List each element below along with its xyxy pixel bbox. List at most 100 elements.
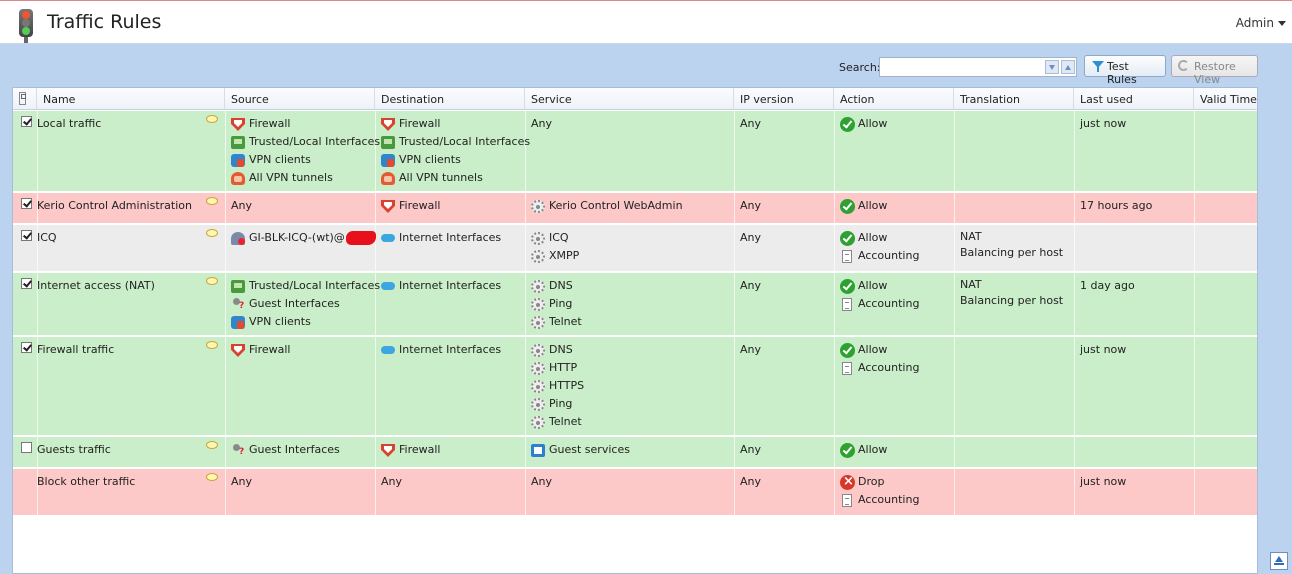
comment-icon[interactable] [206, 197, 218, 205]
table-row[interactable]: Guests traffic Guest Interfaces Firewall Gu… [13, 437, 1257, 468]
allow-icon [840, 199, 855, 214]
source-cell-text: Firewall [249, 117, 291, 130]
source-cell: Any [231, 197, 252, 215]
select-column-header[interactable] [13, 88, 37, 110]
service-cell-item: Telnet [531, 413, 584, 431]
rule-name: Internet access (NAT) [37, 279, 155, 292]
gear-icon [531, 398, 545, 411]
service-cell-item: Any [531, 473, 552, 491]
drop-icon [840, 474, 855, 490]
comment-icon[interactable] [206, 229, 218, 237]
shield-icon [381, 444, 395, 457]
network-icon [231, 280, 245, 293]
source-cell-item: Trusted/Local Interfaces [231, 277, 380, 295]
translation-text: NAT [960, 230, 982, 243]
source-cell-text: Trusted/Local Interfaces [249, 135, 381, 148]
last-used-cell: 17 hours ago [1080, 199, 1153, 212]
destination-cell: Firewall [381, 441, 440, 459]
destination-cell: Firewall [381, 197, 440, 215]
table-row[interactable]: Block other traffic Any Any Any Any Drop Accou… [13, 469, 1257, 516]
comment-icon[interactable] [206, 115, 218, 123]
column-header-action[interactable]: Action [834, 88, 954, 110]
destination-cell-text: Firewall [399, 199, 441, 212]
comment-icon[interactable] [206, 473, 218, 481]
rule-enabled-checkbox[interactable] [21, 198, 32, 209]
rule-enabled-checkbox[interactable] [21, 442, 32, 453]
action-cell-item: Allow [840, 277, 919, 295]
comment-icon[interactable] [206, 341, 218, 349]
table-row[interactable]: Kerio Control Administration Any Firewall K… [13, 193, 1257, 224]
test-rules-button[interactable]: Test Rules [1084, 55, 1166, 86]
rule-name: Block other traffic [37, 475, 136, 488]
column-header-last-used[interactable]: Last used [1074, 88, 1194, 110]
table-row[interactable]: Local traffic Firewall Trusted/Local Inter… [13, 111, 1257, 192]
service-cell-text: Telnet [549, 315, 582, 328]
destination-cell: Firewall Trusted/Local Interfaces VPN clie… [381, 115, 530, 187]
action-cell: Allow Accounting [840, 341, 919, 377]
action-cell-text: Allow [858, 443, 888, 456]
action-cell-item: Accounting [840, 247, 919, 265]
service-cell-item: DNS [531, 341, 584, 359]
table-row[interactable]: Firewall traffic Firewall Internet Interfa… [13, 337, 1257, 436]
destination-cell: Any [381, 473, 402, 491]
grid-header: Name Source Destination Service IP versi… [13, 88, 1257, 110]
search-input[interactable] [882, 59, 1042, 75]
service-cell-text: Ping [549, 397, 573, 410]
action-cell-item: Allow [840, 115, 887, 133]
ip-version-cell: Any [740, 443, 762, 456]
service-cell-item: HTTP [531, 359, 584, 377]
action-cell-text: Accounting [858, 493, 920, 506]
service-cell: DNS HTTP HTTPS Ping Telnet [531, 341, 584, 431]
refresh-icon [1178, 60, 1189, 71]
column-header-source[interactable]: Source [225, 88, 375, 110]
search-next-button[interactable] [1045, 60, 1059, 74]
table-row[interactable]: Internet access (NAT) Trusted/Local Inter… [13, 273, 1257, 336]
service-cell: ICQ XMPP [531, 229, 579, 265]
vpn-icon [231, 154, 245, 167]
comment-icon[interactable] [206, 441, 218, 449]
ip-version-cell: Any [740, 117, 762, 130]
traffic-light-icon [19, 9, 33, 43]
destination-cell-text: Internet Interfaces [399, 279, 502, 292]
service-cell-item: Ping [531, 295, 582, 313]
service-cell-text: DNS [549, 279, 573, 292]
rule-enabled-checkbox[interactable] [21, 342, 32, 353]
rule-enabled-checkbox[interactable] [21, 278, 32, 289]
column-header-service[interactable]: Service [525, 88, 734, 110]
user-menu[interactable]: Admin [1236, 16, 1286, 30]
rule-name: ICQ [37, 231, 57, 244]
gear-icon [531, 362, 545, 375]
service-cell-text: Any [531, 117, 553, 130]
user-group-icon [231, 232, 245, 245]
last-used-cell: 1 day ago [1080, 279, 1135, 292]
ip-version-cell: Any [740, 199, 762, 212]
restore-view-button[interactable]: Restore View [1171, 55, 1258, 86]
scroll-to-top-button[interactable] [1270, 552, 1288, 570]
destination-cell-text: VPN clients [399, 153, 461, 166]
service-cell-text: Telnet [549, 415, 582, 428]
action-cell: Allow Accounting [840, 229, 919, 265]
search-prev-button[interactable] [1061, 60, 1075, 74]
action-cell-text: Drop [858, 475, 885, 488]
column-header-valid-time[interactable]: Valid Time [1200, 93, 1257, 106]
rule-enabled-checkbox[interactable] [21, 230, 32, 241]
action-cell-item: Accounting [840, 295, 919, 313]
column-header-name[interactable]: Name [37, 88, 225, 110]
destination-cell-text: Any [381, 475, 403, 488]
allow-icon [840, 443, 855, 458]
service-cell: Any [531, 115, 552, 133]
comment-icon[interactable] [206, 277, 218, 285]
service-cell-item: XMPP [531, 247, 579, 265]
translation-cell: NAT Balancing per host [960, 277, 1063, 309]
table-row[interactable]: ICQ GI-BLK-ICQ-(wt)@ Internet Interfaces IC… [13, 225, 1257, 272]
rules-grid: Name Source Destination Service IP versi… [12, 87, 1258, 574]
service-cell-item: Telnet [531, 313, 582, 331]
test-rules-label: Test Rules [1107, 60, 1137, 86]
column-header-ip-version[interactable]: IP version [734, 88, 834, 110]
source-cell-item: VPN clients [231, 313, 380, 331]
rule-enabled-checkbox[interactable] [21, 116, 32, 127]
column-header-translation[interactable]: Translation [954, 88, 1074, 110]
source-cell-item: Guest Interfaces [231, 441, 340, 459]
ip-version-cell: Any [740, 231, 762, 244]
column-header-destination[interactable]: Destination [375, 88, 525, 110]
